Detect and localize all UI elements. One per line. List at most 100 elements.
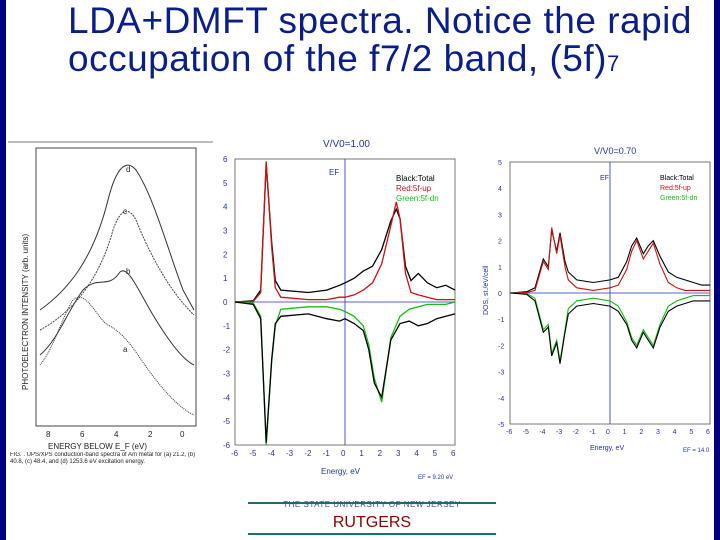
legend-entry-5f-up: Red:5f-up (396, 184, 432, 193)
x-tick-label: 5 (433, 449, 438, 458)
exp-xtick: 6 (80, 430, 85, 439)
x-tick-label: 1 (623, 429, 627, 436)
legend-entry-5f-dn: Green:5f-dn (396, 194, 439, 203)
exp-curve-b (39, 270, 195, 366)
y-tick-label: 0 (223, 298, 228, 307)
dos-chart-v100: V/V0=1.00 -6 -5 -4 -3 -2 -1 0 1 2 3 4 5 6 6 5 4 3 2 1 0 -1 -2… (213, 135, 463, 485)
x-tick-label: -2 (304, 449, 312, 458)
exp-xtick: 4 (114, 430, 119, 439)
chart-title: V/V0=1.00 (323, 139, 370, 150)
y-tick-label: -4 (223, 393, 231, 402)
exp-axes (35, 147, 197, 427)
legend-entry-total: Black:Total (396, 174, 435, 183)
x-tick-label: 4 (414, 449, 419, 458)
x-tick-label: 0 (341, 449, 346, 458)
y-tick-label: 4 (223, 203, 228, 212)
x-tick-label: -6 (231, 449, 239, 458)
y-tick-label: -3 (498, 370, 504, 377)
x-tick-label: -5 (523, 429, 529, 436)
slide-title: LDA+DMFT spectra. Notice the rapid occup… (68, 2, 718, 83)
x-tick-label: -2 (573, 429, 579, 436)
y-tick-label: -1 (498, 317, 504, 324)
y-tick-label: 2 (223, 250, 228, 259)
experimental-spectra-figure: PHOTOELECTRON INTENSITY (arb. units) d c… (8, 140, 213, 490)
chart-legend: Black:Total Red:5f-up Green:5f-dn (396, 174, 439, 203)
exp-xtick: 2 (148, 430, 153, 439)
x-tick-label: 2 (639, 429, 643, 436)
series-line (234, 161, 455, 303)
chart-ylabel: DOS, st./eV/cell (483, 265, 490, 315)
exp-curve-label-b: b (126, 267, 131, 276)
legend-entry-5f-up: Red:5f-up (660, 185, 691, 192)
exp-xticks: 8 6 4 2 0 (46, 430, 185, 439)
y-tick-label: -2 (223, 346, 231, 355)
series-line (234, 301, 456, 443)
x-tick-label: -1 (323, 449, 331, 458)
y-tick-label: -5 (223, 417, 231, 426)
x-tick-label: 3 (396, 449, 401, 458)
y-tick-label: 2 (498, 239, 502, 246)
fermi-energy-value: EF = 14.0 (683, 448, 710, 454)
exp-xtick: 8 (46, 430, 51, 439)
fermi-energy-value: EF = 9.20 eV (418, 475, 453, 481)
chart-xlabel: Energy, eV (321, 467, 361, 476)
exp-curve-label-c: c (123, 207, 127, 216)
exp-ylabel: PHOTOELECTRON INTENSITY (arb. units) (21, 233, 30, 390)
x-tick-label: 5 (689, 429, 693, 436)
footer-rule-top (248, 502, 496, 504)
y-tick-label: 3 (223, 227, 228, 236)
x-tick-label: -4 (539, 429, 545, 436)
y-tick-label: 1 (498, 265, 502, 272)
exp-curve-a (39, 296, 195, 416)
slide-title-superscript: 7 (606, 51, 620, 76)
footer-rule-bottom (248, 533, 496, 535)
exp-xtick: 0 (180, 430, 185, 439)
x-tick-label: -4 (268, 449, 276, 458)
x-tick-label: -6 (506, 429, 512, 436)
x-tick-label: 3 (656, 429, 660, 436)
slide-title-main: LDA+DMFT spectra. Notice the rapid occup… (68, 0, 692, 79)
fermi-label: EF (329, 168, 339, 177)
x-tick-label: 0 (606, 429, 610, 436)
y-tick-label: 0 (498, 291, 502, 298)
y-tick-label: 3 (498, 212, 502, 219)
dos-chart-v070: V/V0=0.70 -6 -5 -4 -3 -2 -1 0 1 2 3 4 5 6543210-1-2-… (478, 140, 714, 460)
x-tick-label: 6 (706, 429, 710, 436)
chart-legend: Black:Total Red:5f-up Green:5f-dn (660, 175, 697, 202)
exp-curve-d (39, 164, 195, 311)
chart-xlabel: Energy, eV (590, 445, 624, 452)
x-tick-label: -5 (249, 449, 257, 458)
y-tick-label: 5 (223, 179, 228, 188)
series-line (509, 227, 710, 294)
slide-left-bar (0, 0, 6, 540)
series-line (509, 292, 710, 364)
y-tick-label: -5 (498, 422, 504, 429)
x-tick-label: 6 (451, 449, 456, 458)
x-tick-label: 4 (673, 429, 677, 436)
x-tick-label: 1 (359, 449, 364, 458)
y-tick-label: -4 (498, 396, 504, 403)
legend-entry-total: Black:Total (660, 175, 694, 182)
y-tick-label: 6 (223, 155, 228, 164)
y-tick-label: -6 (223, 441, 231, 450)
legend-entry-5f-dn: Green:5f-dn (660, 195, 697, 202)
exp-curve-label-d: d (126, 165, 130, 174)
x-tick-label: 2 (378, 449, 383, 458)
slide-right-bar (714, 0, 720, 540)
exp-xlabel: ENERGY BELOW E_F (eV) (48, 442, 147, 451)
fermi-label: EF (600, 175, 609, 182)
footer-rutgers-logo: RUTGERS (332, 514, 412, 531)
exp-curve-label-a: a (123, 345, 128, 354)
x-tick-label: -1 (589, 429, 595, 436)
y-tick-label: -3 (223, 370, 231, 379)
footer-university: THE STATE UNIVERSITY OF NEW JERSEY (283, 500, 461, 509)
y-tick-label: -2 (498, 343, 504, 350)
y-tick-label: 5 (498, 160, 502, 167)
y-tick-label: 4 (498, 186, 502, 193)
y-tick-label: -1 (223, 322, 231, 331)
y-tick-label: 1 (223, 274, 228, 283)
exp-caption: FIG. . UPS/XPS conduction-band spectra o… (10, 452, 196, 465)
chart-title: V/V0=0.70 (594, 146, 636, 156)
x-tick-label: -3 (556, 429, 562, 436)
x-tick-label: -3 (286, 449, 294, 458)
